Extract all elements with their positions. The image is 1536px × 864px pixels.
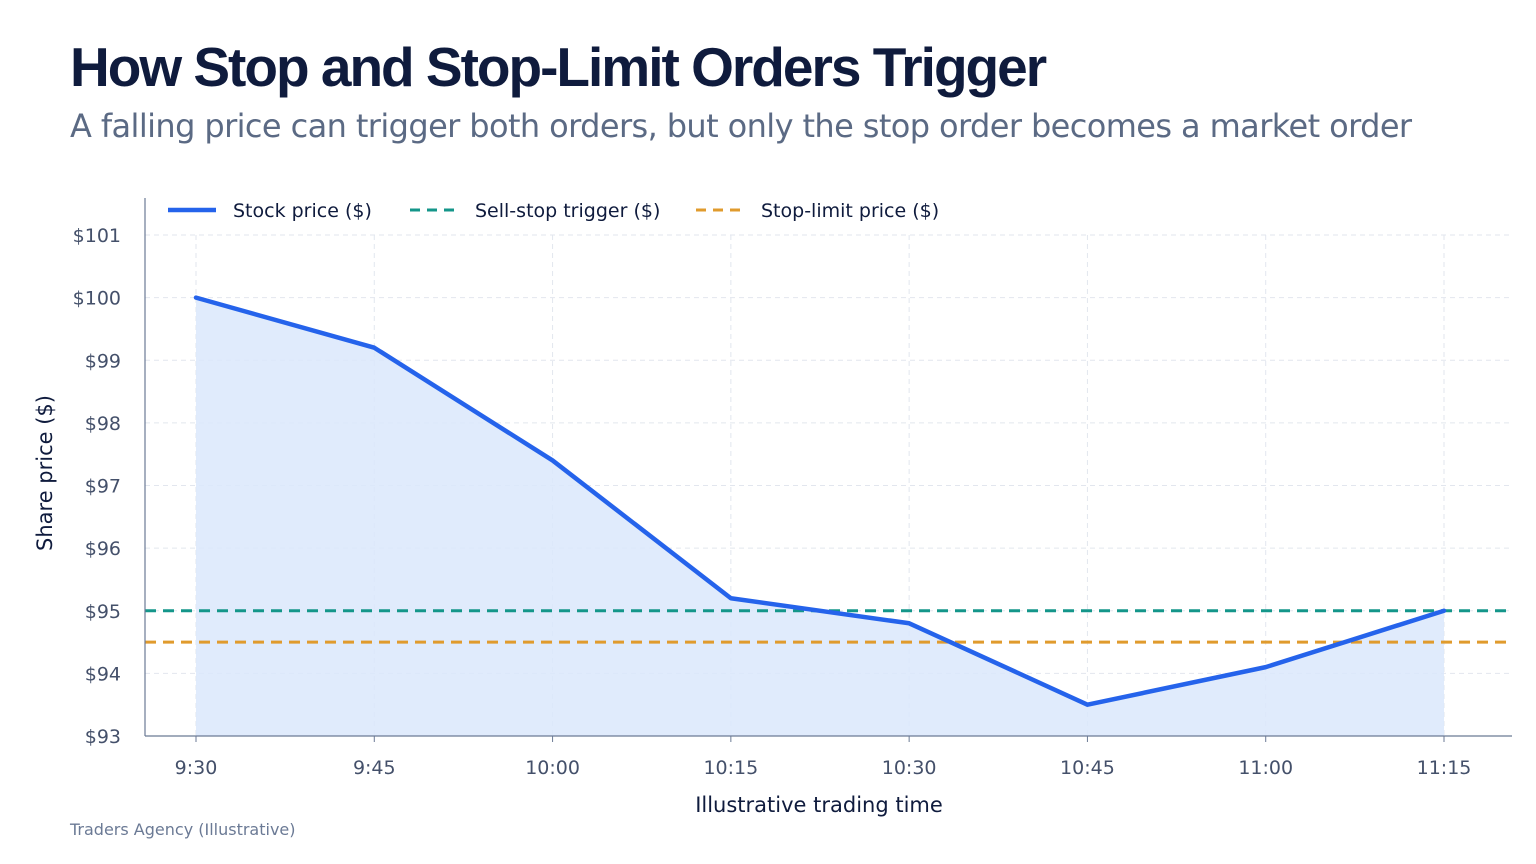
y-tick-label: $95 [85, 601, 121, 623]
x-tick-label: 11:00 [1238, 757, 1293, 779]
x-tick-label: 10:00 [525, 757, 580, 779]
x-tick-label: 10:45 [1060, 757, 1115, 779]
y-axis-label: Share price ($) [33, 395, 57, 551]
x-tick-label: 11:15 [1417, 757, 1472, 779]
x-tick-label: 9:45 [353, 757, 396, 779]
y-tick-label: $96 [85, 538, 121, 560]
x-tick-label: 10:30 [882, 757, 937, 779]
source-note: Traders Agency (Illustrative) [70, 820, 296, 839]
price-area-layer [196, 297, 1444, 736]
x-tick-label: 10:15 [703, 757, 758, 779]
x-axis-label: Illustrative trading time [695, 793, 943, 817]
stock-price-line [193, 295, 1447, 707]
legend-item-stock-price-label: Stock price ($) [233, 200, 372, 222]
legend: Stock price ($) Sell-stop trigger ($) Stop… [168, 200, 939, 222]
x-tick-label: 9:30 [175, 757, 218, 779]
price-line-layer [193, 295, 1447, 707]
y-tick-label: $98 [85, 413, 121, 435]
price-area [196, 297, 1444, 736]
chart-subtitle: A falling price can trigger both orders,… [70, 107, 1412, 145]
legend-item-sell-stop-trigger-label: Sell-stop trigger ($) [475, 200, 660, 222]
legend-item-stop-limit-price-label: Stop-limit price ($) [761, 200, 939, 222]
reference-lines-layer [145, 609, 1512, 644]
y-tick-label: $94 [85, 663, 121, 685]
line-chart: $93 $94 $95 $96 $97 $98 $99 $100 $101 9:30 9:45 10:… [33, 198, 1512, 817]
chart-title: How Stop and Stop-Limit Orders Trigger [70, 36, 1047, 98]
axes: $93 $94 $95 $96 $97 $98 $99 $100 $101 9:30 9:45 10:… [73, 198, 1512, 779]
y-tick-label: $97 [85, 476, 121, 498]
y-tick-label: $101 [73, 225, 121, 247]
y-tick-label: $99 [85, 350, 121, 372]
y-tick-label: $93 [85, 726, 121, 748]
y-tick-label: $100 [73, 288, 121, 310]
